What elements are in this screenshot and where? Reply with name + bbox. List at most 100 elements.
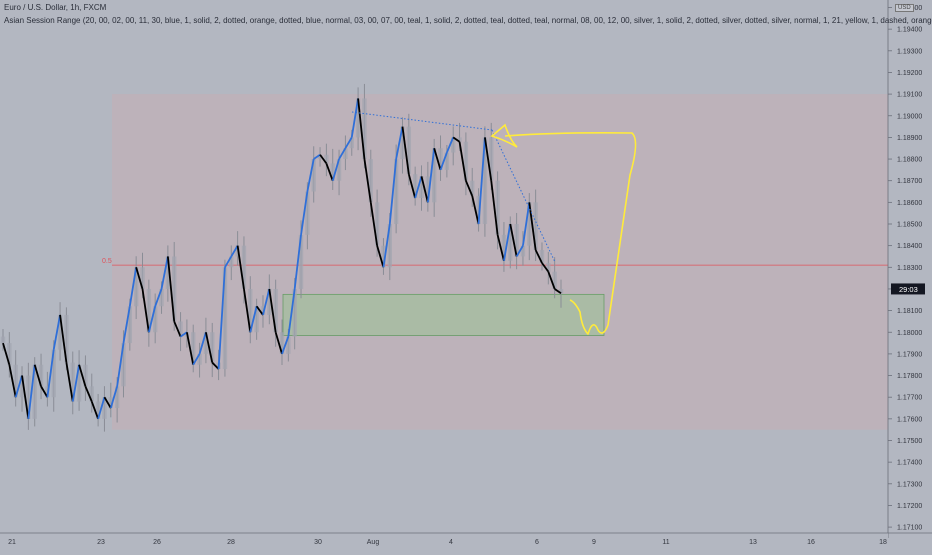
demand-zone-rectangle[interactable]	[282, 293, 605, 336]
time-tick-label: 16	[807, 539, 815, 546]
fib-level-label: 0.5	[102, 258, 112, 265]
time-tick-label: 18	[879, 539, 887, 546]
candle-body	[292, 288, 297, 337]
candle-body	[260, 306, 266, 315]
price-segment	[8, 364, 17, 398]
price-segment	[426, 148, 436, 203]
price-segment	[243, 288, 252, 333]
time-tick-label: 6	[535, 539, 539, 546]
price-tick-label: 1.18300	[897, 265, 922, 272]
candle-body	[457, 137, 462, 142]
price-segment	[477, 137, 486, 225]
price-segment	[465, 180, 474, 197]
price-segment	[14, 375, 23, 398]
candle-body	[267, 288, 272, 315]
candle-body	[83, 364, 88, 387]
price-tick-label: 1.19200	[897, 70, 922, 77]
arrow-head-drawing[interactable]	[490, 123, 518, 148]
price-tick-label: 1.18900	[897, 135, 922, 142]
projection-path-drawing[interactable]	[504, 132, 637, 335]
candle-body	[476, 195, 481, 224]
price-tick-label: 1.17400	[897, 460, 922, 467]
price-segment	[230, 245, 239, 257]
price-segment	[46, 349, 55, 398]
price-tick-label: 1.17700	[897, 395, 922, 402]
price-segment	[217, 267, 226, 370]
time-tick-label: Aug	[367, 539, 380, 546]
candle-body	[558, 288, 564, 294]
candle-body	[140, 267, 145, 289]
price-segment	[103, 396, 112, 409]
price-segment	[344, 136, 353, 149]
candle-body	[19, 375, 25, 398]
price-segment	[78, 364, 87, 387]
currency-badge[interactable]: USD	[895, 4, 914, 12]
price-segment	[446, 137, 455, 153]
price-segment	[325, 163, 334, 182]
price-tick-label: 1.17600	[897, 416, 922, 423]
candle-body	[355, 98, 361, 138]
price-segment	[350, 98, 359, 138]
price-segment	[90, 401, 99, 420]
price-segment	[198, 331, 207, 355]
price-tick-label: 1.19100	[897, 92, 922, 99]
candle-body	[178, 321, 183, 337]
price-segment	[319, 154, 328, 164]
candle-body	[152, 306, 158, 333]
price-segment	[147, 306, 157, 333]
candle-body	[444, 152, 450, 170]
candle-body	[165, 256, 171, 289]
candle-body	[159, 288, 164, 307]
candle-body	[425, 176, 431, 203]
price-axis-area[interactable]	[888, 0, 932, 538]
price-segment	[471, 195, 480, 225]
price-segment	[141, 288, 150, 333]
price-segment	[97, 396, 106, 420]
candle-body	[121, 343, 126, 387]
candle-body	[527, 202, 532, 246]
countdown-badge[interactable]	[891, 283, 925, 295]
candle-body	[286, 336, 291, 354]
price-segment	[484, 137, 493, 181]
price-tick-label: 1.18500	[897, 222, 922, 229]
candle-body	[317, 154, 323, 160]
price-segment	[554, 288, 562, 295]
price-segment	[547, 271, 556, 290]
price-tick-label: 1.17900	[897, 351, 922, 358]
candle-body	[102, 397, 107, 419]
price-segment	[515, 245, 524, 257]
indicator-legend[interactable]: Asian Session Range (20, 00, 02, 00, 11,…	[4, 16, 932, 25]
candle-body	[38, 364, 44, 387]
candle-body	[533, 202, 538, 250]
price-segment	[395, 126, 404, 160]
candle-body	[191, 332, 196, 365]
candle-body	[419, 176, 424, 199]
upper-trendline[interactable]	[351, 111, 493, 131]
candle-body	[311, 159, 316, 192]
price-tick-label: 1.17200	[897, 503, 922, 510]
price-segment	[21, 375, 30, 419]
candle-body	[489, 137, 494, 181]
price-segment	[27, 364, 36, 419]
candle-body	[495, 180, 500, 235]
candle-body	[13, 364, 18, 398]
price-tick-label: 1.18100	[897, 308, 922, 315]
candle-body	[210, 332, 215, 363]
price-segment	[274, 331, 283, 355]
session-range-box	[112, 94, 888, 430]
price-segment	[160, 256, 169, 290]
price-segment	[65, 362, 74, 402]
candle-body	[470, 180, 475, 196]
price-segment	[166, 256, 176, 322]
price-segment	[509, 223, 518, 257]
candle-body	[7, 343, 12, 365]
price-segment	[331, 158, 340, 181]
price-segment	[224, 256, 233, 268]
candle-body	[400, 126, 405, 160]
price-tick-label: 1.18400	[897, 243, 922, 250]
price-segment	[186, 332, 195, 365]
candle-body	[241, 245, 247, 289]
time-axis-area[interactable]	[0, 533, 888, 550]
